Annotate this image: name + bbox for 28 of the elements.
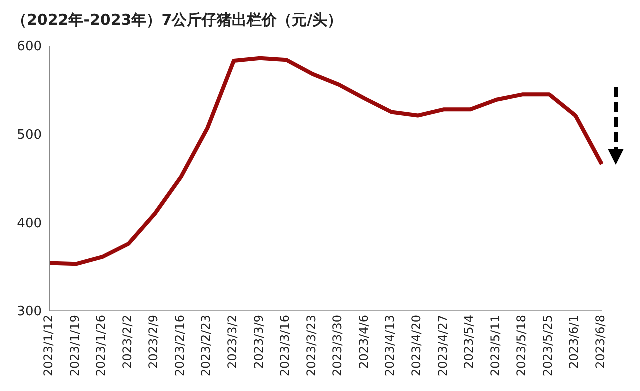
x-tick-label: 2023/2/23 bbox=[199, 315, 214, 377]
y-tick-label: 300 bbox=[17, 304, 42, 320]
x-tick-label: 2023/2/9 bbox=[146, 315, 161, 369]
x-tick-label: 2023/3/9 bbox=[252, 315, 266, 369]
y-tick-label: 500 bbox=[17, 128, 42, 143]
x-tick-label: 2023/5/18 bbox=[514, 315, 529, 377]
x-tick-label: 2023/1/19 bbox=[68, 315, 82, 377]
y-tick-label: 600 bbox=[17, 40, 42, 55]
x-tick-label: 2023/4/20 bbox=[410, 315, 424, 377]
x-tick-label: 2023/2/2 bbox=[120, 315, 134, 369]
x-tick-label: 2023/5/11 bbox=[488, 315, 502, 377]
chart-title: （2022年-2023年）7公斤仔猪出栏价（元/头） bbox=[11, 10, 344, 31]
x-tick-label: 2023/3/30 bbox=[330, 315, 345, 377]
x-tick-label: 2023/3/23 bbox=[304, 315, 318, 377]
line-series bbox=[48, 56, 604, 266]
x-tick-label: 2023/3/2 bbox=[226, 315, 240, 369]
x-tick-label: 2023/5/25 bbox=[540, 315, 555, 377]
x-tick-label: 2023/1/26 bbox=[94, 315, 108, 377]
x-tick-label: 2023/4/6 bbox=[356, 315, 371, 369]
x-tick-label: 2023/1/12 bbox=[42, 315, 56, 377]
x-tick-label: 2023/6/1 bbox=[567, 315, 582, 369]
x-tick-label: 2023/2/16 bbox=[172, 315, 187, 377]
y-tick-label: 400 bbox=[17, 216, 42, 232]
x-tick-label: 2023/3/16 bbox=[278, 315, 292, 377]
x-tick-label: 2023/4/27 bbox=[436, 315, 450, 377]
x-tick-label: 2023/6/8 bbox=[594, 315, 608, 369]
x-tick-label: 2023/4/13 bbox=[383, 315, 398, 377]
x-tick-label: 2023/5/4 bbox=[462, 315, 476, 369]
